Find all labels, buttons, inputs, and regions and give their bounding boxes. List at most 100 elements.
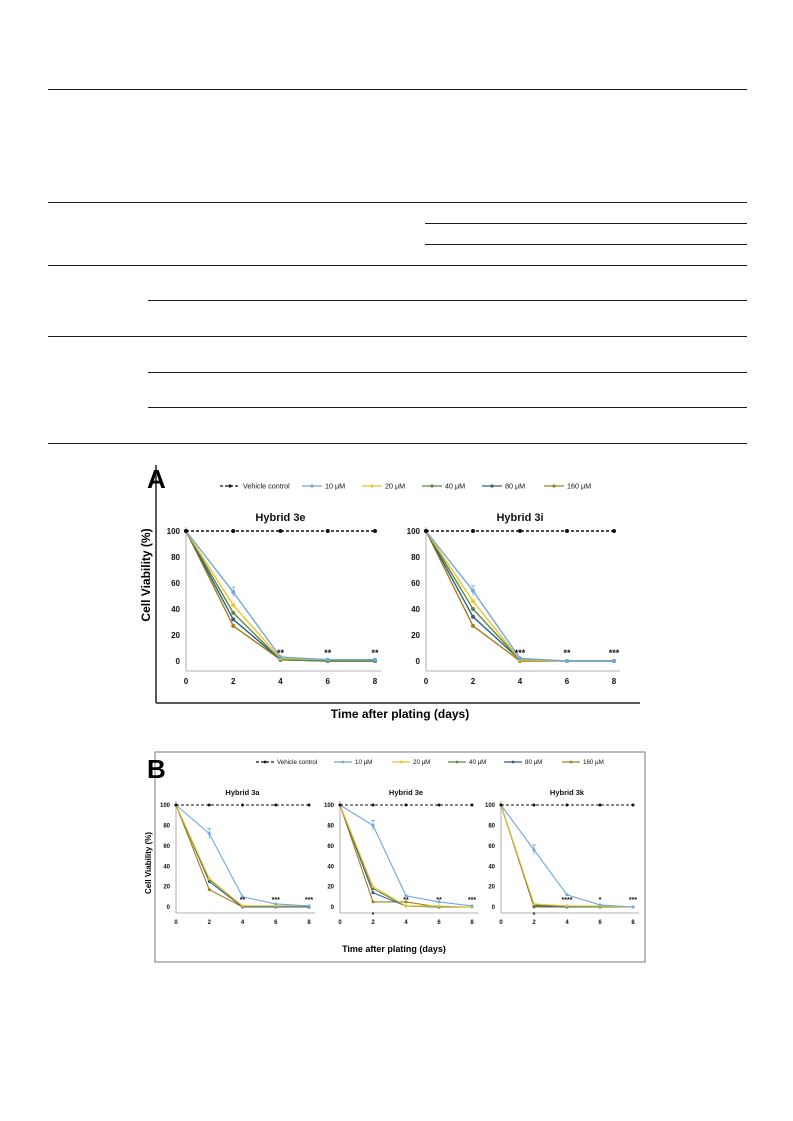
data-point	[231, 617, 236, 622]
legend-label: 40 μM	[445, 482, 465, 491]
y-tick-label: 100	[407, 527, 421, 536]
x-tick-label: 0	[424, 677, 429, 686]
series-line	[185, 530, 375, 662]
x-tick-label: 8	[373, 677, 378, 686]
chart-title: Hybrid 3a	[225, 788, 260, 797]
chart-title: Hybrid 3e	[389, 788, 423, 797]
y-tick-label: 20	[171, 631, 180, 640]
series-line	[425, 530, 614, 662]
y-tick-label: 60	[411, 579, 420, 588]
x-tick-label: 4	[518, 677, 523, 686]
x-tick-label: 6	[326, 677, 331, 686]
data-point	[231, 603, 236, 608]
data-point	[241, 803, 244, 807]
data-point	[612, 659, 616, 663]
x-tick-label: 6	[598, 920, 602, 926]
data-point	[565, 803, 569, 807]
data-point	[565, 529, 569, 533]
x-tick-label: 2	[208, 920, 212, 926]
y-tick-label: 60	[488, 844, 495, 850]
data-point	[471, 614, 475, 619]
data-point	[470, 803, 474, 807]
x-tick-label: 4	[278, 677, 283, 686]
x-tick-label: 0	[174, 920, 178, 926]
significance-label: **	[436, 897, 442, 904]
data-point	[404, 894, 408, 898]
data-point	[231, 529, 236, 533]
series-line	[175, 804, 309, 908]
data-point	[499, 803, 503, 807]
y-tick-label: 80	[488, 824, 495, 830]
x-tick-label: 4	[241, 920, 245, 926]
legend-marker	[430, 484, 434, 488]
data-point	[278, 529, 283, 533]
x-tick-label: 2	[532, 920, 536, 926]
x-tick-label: 2	[471, 677, 476, 686]
significance-label: *	[372, 912, 375, 919]
table-rule	[48, 336, 747, 337]
y-tick-label: 100	[324, 803, 335, 809]
significance-label: ****	[562, 897, 573, 904]
x-tick-label: 4	[565, 920, 569, 926]
data-point	[404, 904, 408, 908]
panel-a-xlabel: Time after plating (days)	[331, 707, 469, 721]
data-point	[404, 900, 408, 904]
data-point	[471, 623, 475, 628]
legend-marker	[552, 484, 556, 488]
data-point	[565, 893, 569, 897]
data-point	[307, 803, 311, 807]
table-rule	[425, 244, 747, 245]
x-tick-label: 8	[612, 677, 617, 686]
panel-b-frame	[154, 751, 646, 963]
data-point	[471, 607, 475, 611]
legend-label: 80 μM	[505, 482, 525, 491]
table-rule	[425, 223, 747, 224]
x-tick-label: 8	[470, 920, 474, 926]
panel-b-ylabel: Cell Viability (%)	[144, 832, 153, 894]
significance-label: *	[599, 897, 602, 904]
data-point	[437, 803, 441, 807]
panel-b-legend: Vehicle control 10 μM 20 μM 40 μM 80 μM 160 μ…	[256, 759, 604, 766]
panel-b-xlabel: Time after plating (days)	[342, 944, 446, 954]
x-tick-label: 0	[184, 677, 189, 686]
panel-a-ylabel: Cell Viability (%)	[139, 528, 153, 621]
series-line	[500, 804, 633, 908]
y-tick-label: 40	[327, 864, 334, 870]
series-line	[339, 804, 472, 908]
x-tick-label: 2	[371, 920, 375, 926]
y-tick-label: 0	[331, 905, 335, 911]
data-point	[373, 529, 377, 533]
data-point	[612, 529, 616, 533]
panel-a-letter: A	[147, 464, 166, 494]
y-tick-label: 80	[171, 553, 180, 562]
legend-marker	[399, 760, 403, 764]
data-point	[471, 529, 475, 533]
y-tick-label: 0	[492, 905, 496, 911]
legend-marker	[341, 760, 345, 764]
series-line	[425, 530, 614, 662]
y-tick-label: 80	[163, 824, 170, 830]
data-point	[518, 656, 522, 661]
significance-label: ***	[305, 897, 313, 904]
significance-label: **	[240, 897, 246, 904]
x-tick-label: 6	[274, 920, 278, 926]
y-tick-label: 100	[160, 803, 171, 809]
legend-label: 20 μM	[385, 482, 405, 491]
data-point	[184, 529, 188, 533]
y-tick-label: 20	[411, 631, 420, 640]
legend-label: 40 μM	[469, 759, 486, 766]
data-point	[278, 655, 283, 660]
y-tick-label: 60	[171, 579, 180, 588]
table-rule	[148, 372, 747, 373]
legend-marker	[228, 484, 232, 488]
x-tick-label: 6	[437, 920, 441, 926]
series-line	[185, 530, 375, 661]
panel-b-letter: B	[147, 754, 166, 784]
data-point	[371, 803, 375, 807]
y-tick-label: 0	[416, 657, 421, 666]
data-point	[274, 803, 278, 807]
series-line	[500, 804, 633, 908]
